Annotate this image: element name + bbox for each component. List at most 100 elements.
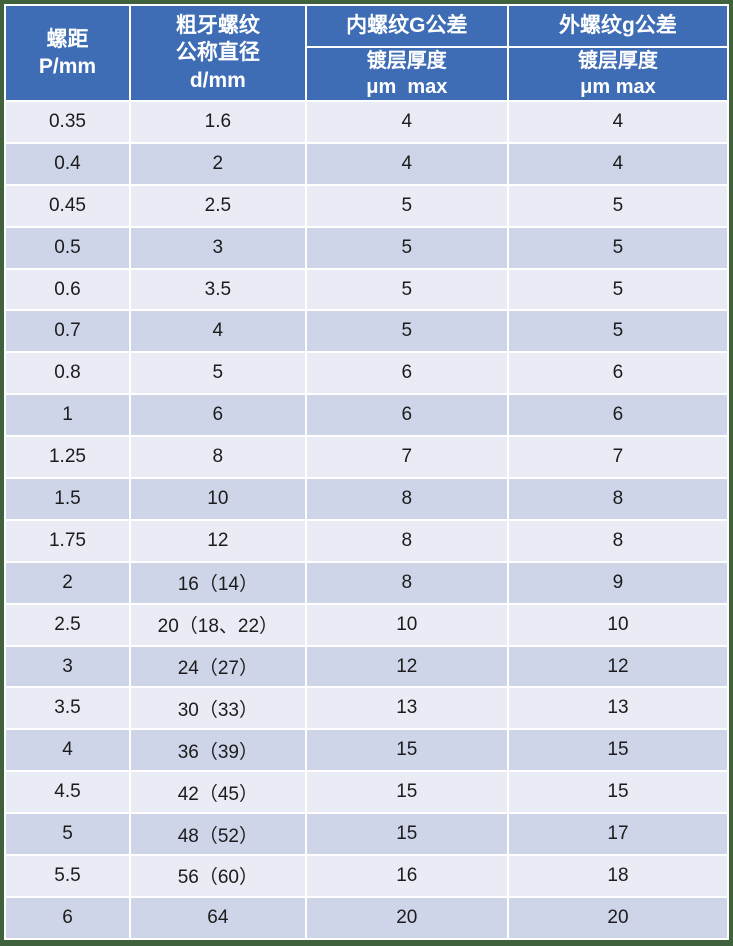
cell: 13 [306,688,507,729]
cell: 18 [508,856,727,896]
cell: 42（45） [130,772,305,813]
cell: 3.5 [130,269,305,310]
header-pitch: 螺距 P/mm [6,6,129,100]
table-row: 0.5 3 5 5 [6,227,727,268]
table-header: 螺距 P/mm 粗牙螺纹 公称直径 d/mm 内螺纹G公差 外螺纹g公差 镀层厚… [6,6,727,100]
cell: 6 [130,395,305,436]
cell: 7 [508,437,727,478]
table-row: 3.5 30（33） 13 13 [6,688,727,729]
cell: 8 [306,562,507,603]
cell: 1.6 [130,102,305,142]
cell: 30（33） [130,688,305,729]
cell: 0.45 [6,185,129,226]
table-row: 1.25 8 7 7 [6,437,727,478]
cell: 6 [508,353,727,394]
cell: 17 [508,814,727,855]
cell: 1.5 [6,479,129,519]
cell: 4 [508,102,727,142]
cell: 16（14） [130,562,305,603]
cell: 64 [130,897,305,938]
table-row: 1.75 12 8 8 [6,520,727,561]
cell: 2 [6,562,129,603]
cell: 1.75 [6,520,129,561]
cell: 6 [6,897,129,938]
header-external-thread-tolerance: 外螺纹g公差 [508,6,727,46]
cell: 6 [306,353,507,394]
cell: 5 [306,311,507,352]
cell: 10 [130,479,305,519]
cell: 5 [508,269,727,310]
cell: 0.6 [6,269,129,310]
cell: 2 [130,143,305,184]
cell: 5 [508,227,727,268]
cell: 15 [508,730,727,771]
table-row: 2 16（14） 8 9 [6,562,727,603]
cell: 2.5 [6,604,129,645]
cell: 12 [306,646,507,687]
table-row: 2.5 20（18、22） 10 10 [6,604,727,645]
cell: 8 [306,520,507,561]
cell: 4 [130,311,305,352]
cell: 0.4 [6,143,129,184]
cell: 5 [6,814,129,855]
cell: 8 [508,520,727,561]
table-row: 5.5 56（60） 16 18 [6,856,727,896]
table-row: 3 24（27） 12 12 [6,646,727,687]
cell: 0.7 [6,311,129,352]
cell: 5 [130,353,305,394]
cell: 8 [306,479,507,519]
table-row: 0.7 4 5 5 [6,311,727,352]
cell: 0.8 [6,353,129,394]
cell: 10 [508,604,727,645]
cell: 0.35 [6,102,129,142]
table-row: 0.45 2.5 5 5 [6,185,727,226]
cell: 15 [306,814,507,855]
table-row: 1.5 10 8 8 [6,479,727,519]
cell: 8 [130,437,305,478]
cell: 5 [508,311,727,352]
cell: 12 [130,520,305,561]
thread-coating-thickness-table: 螺距 P/mm 粗牙螺纹 公称直径 d/mm 内螺纹G公差 外螺纹g公差 镀层厚… [4,4,729,940]
header-external-coating-thickness: 镀层厚度 μm max [508,48,727,100]
header-internal-thread-tolerance: 内螺纹G公差 [306,6,507,46]
header-nominal-diameter: 粗牙螺纹 公称直径 d/mm [130,6,305,100]
cell: 6 [508,395,727,436]
cell: 5 [508,185,727,226]
cell: 24（27） [130,646,305,687]
header-internal-coating-thickness: 镀层厚度 μm max [306,48,507,100]
cell: 1.25 [6,437,129,478]
cell: 20 [306,897,507,938]
table-body: 0.35 1.6 4 4 0.4 2 4 4 0.45 2.5 5 5 0.5 3 5 5 0.6 3.5 5 5 0.… [6,102,727,938]
cell: 6 [306,395,507,436]
cell: 4 [508,143,727,184]
cell: 15 [306,772,507,813]
cell: 5 [306,185,507,226]
cell: 13 [508,688,727,729]
table-row: 6 64 20 20 [6,897,727,938]
table-row: 0.35 1.6 4 4 [6,102,727,142]
table-row: 5 48（52） 15 17 [6,814,727,855]
cell: 3 [6,646,129,687]
cell: 3 [130,227,305,268]
cell: 3.5 [6,688,129,729]
table-row: 4.5 42（45） 15 15 [6,772,727,813]
cell: 5 [306,227,507,268]
cell: 8 [508,479,727,519]
cell: 15 [508,772,727,813]
cell: 56（60） [130,856,305,896]
table-row: 4 36（39） 15 15 [6,730,727,771]
cell: 4 [306,143,507,184]
cell: 12 [508,646,727,687]
cell: 2.5 [130,185,305,226]
cell: 5.5 [6,856,129,896]
cell: 20 [508,897,727,938]
table-row: 0.8 5 6 6 [6,353,727,394]
table-row: 0.6 3.5 5 5 [6,269,727,310]
cell: 4.5 [6,772,129,813]
cell: 36（39） [130,730,305,771]
table-row: 0.4 2 4 4 [6,143,727,184]
cell: 7 [306,437,507,478]
cell: 1 [6,395,129,436]
